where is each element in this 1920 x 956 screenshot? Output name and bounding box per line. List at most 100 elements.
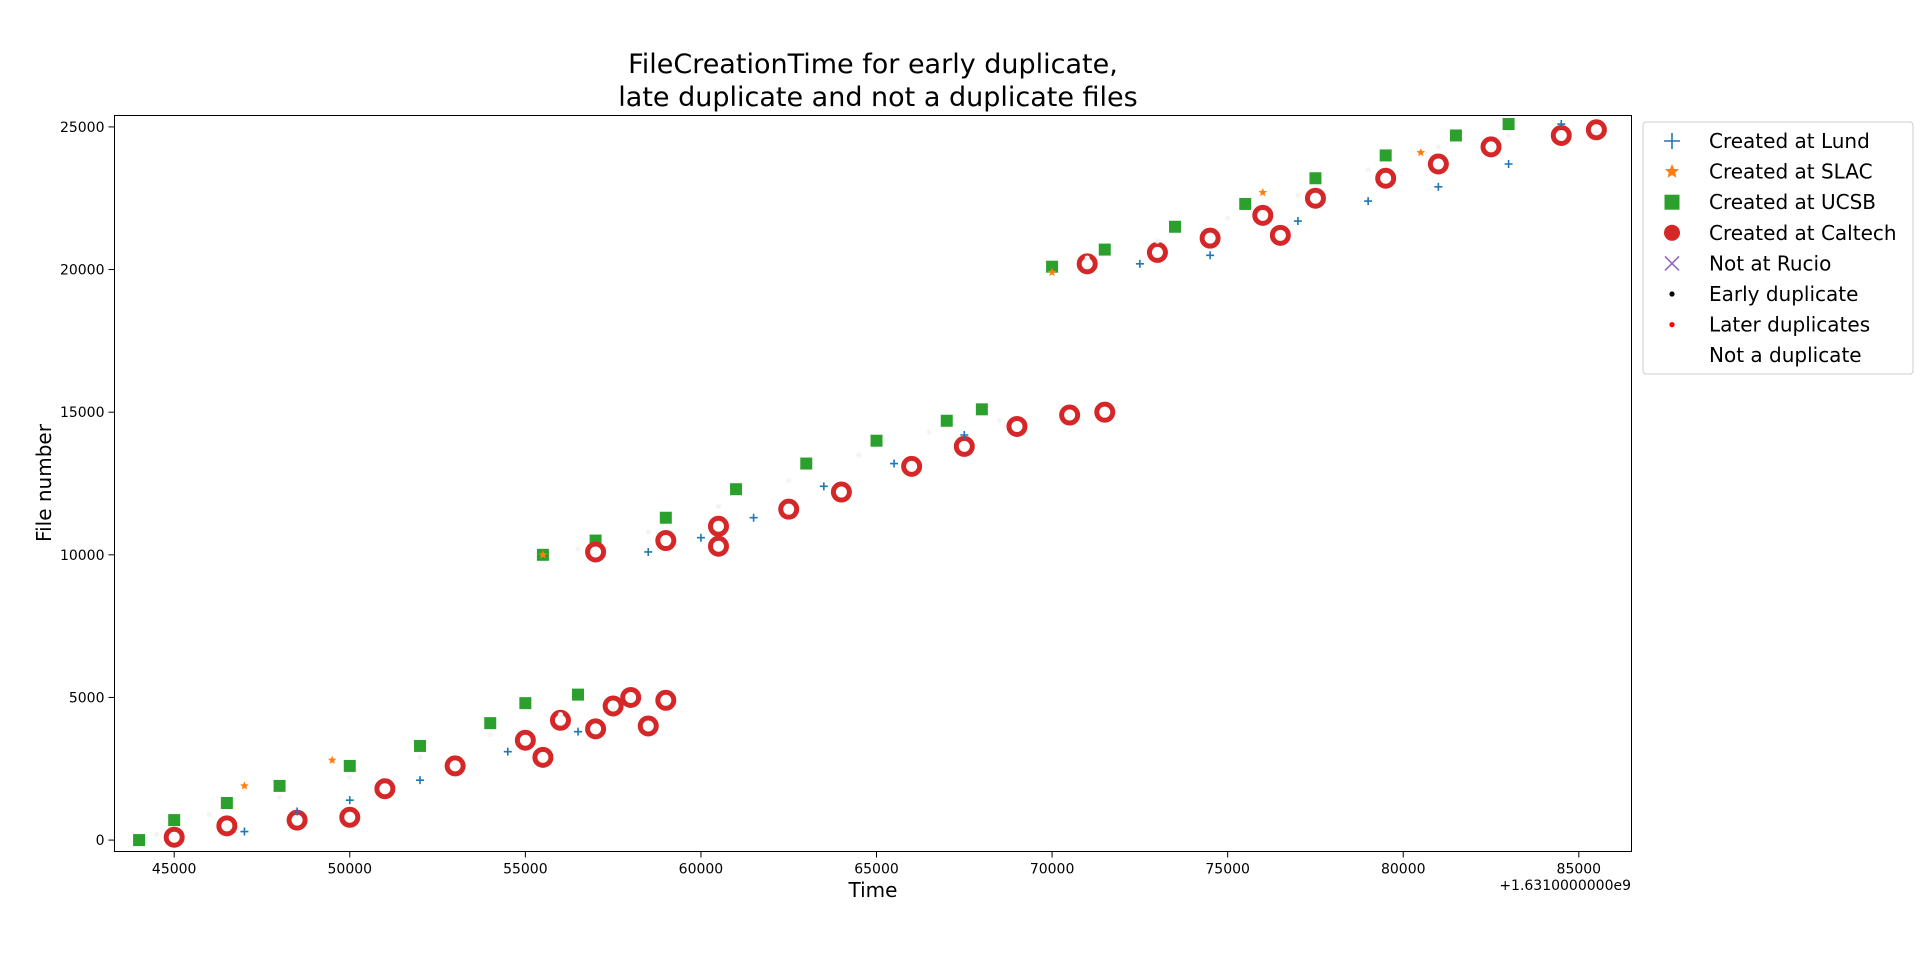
legend-entry: Later duplicates: [1669, 313, 1870, 337]
legend-marker: [1664, 255, 1680, 271]
data-point: [206, 811, 212, 818]
legend-frame: [1642, 121, 1914, 375]
data-point: [1225, 215, 1231, 221]
data-point: [830, 481, 852, 503]
data-point: [293, 807, 302, 816]
data-point: [1206, 251, 1215, 260]
x-axis-label: Time: [848, 878, 898, 902]
y-tick-label: 10000: [60, 548, 105, 564]
data-point: [890, 459, 899, 468]
series-not-a-duplicate: [154, 130, 1599, 837]
data-point: [220, 797, 233, 810]
data-point: [1135, 259, 1144, 268]
data-point: [343, 759, 356, 772]
x-axis: 45000 50000 55000 60000 65000 70000 75000 80000…: [152, 851, 1602, 878]
series-created-at-slac: [240, 148, 1426, 790]
chart-title-line1: FileCreationTime for early duplicate,: [628, 49, 1118, 80]
data-point: [778, 498, 800, 520]
x-tick-label: 65000: [854, 862, 899, 878]
data-point: [870, 434, 883, 447]
data-point: [163, 826, 185, 848]
legend-label: Created at Lund: [1709, 129, 1870, 153]
data-point: [953, 435, 975, 457]
data-point: [1199, 227, 1221, 249]
data-point: [1375, 167, 1397, 189]
legend-label: Not at Rucio: [1709, 251, 1831, 275]
data-point: [585, 718, 607, 740]
data-point: [1006, 415, 1028, 437]
data-point: [1434, 182, 1443, 191]
data-point: [1365, 167, 1371, 173]
y-tick-label: 0: [96, 833, 105, 849]
data-point: [273, 779, 286, 792]
data-point: [538, 550, 548, 559]
data-point: [1416, 148, 1426, 157]
data-point: [1094, 401, 1116, 423]
data-point: [1084, 255, 1090, 261]
x-tick-label: 80000: [1381, 862, 1426, 878]
legend-entry: Created at UCSB: [1664, 190, 1876, 214]
y-tick-label: 15000: [60, 405, 105, 421]
series-created-at-lund: [240, 120, 1566, 836]
data-point: [585, 541, 607, 563]
data-point: [1550, 124, 1572, 146]
data-point: [996, 418, 1003, 424]
x-tick-label: 85000: [1557, 862, 1602, 878]
data-point: [1098, 243, 1111, 256]
data-point: [574, 727, 583, 736]
data-point: [514, 729, 536, 751]
data-point: [1504, 159, 1513, 168]
data-point: [1502, 118, 1515, 131]
series-created-at-ucsb: [133, 118, 1515, 847]
legend-label: Created at UCSB: [1709, 190, 1876, 214]
data-point: [659, 511, 672, 524]
data-point: [610, 706, 616, 712]
data-point: [1427, 153, 1449, 175]
data-point: [1047, 267, 1057, 276]
data-point: [1480, 136, 1502, 158]
data-point: [484, 717, 497, 730]
y-tick-label: 25000: [60, 120, 105, 136]
x-tick-label: 60000: [679, 862, 724, 878]
data-point: [240, 827, 249, 836]
x-tick-label: 55000: [503, 862, 548, 878]
data-point: [503, 747, 512, 756]
data-point: [374, 778, 396, 800]
legend-marker: [1669, 322, 1675, 328]
chart-title-line2: late duplicate and not a duplicate files: [618, 82, 1137, 113]
data-point: [645, 529, 651, 535]
legend-entry: Created at Lund: [1664, 129, 1870, 153]
y-axis: 0 5000 10000 15000 20000 25000: [60, 120, 115, 849]
legend-label: Created at SLAC: [1709, 160, 1873, 184]
data-point: [819, 482, 828, 491]
legend-entry: Not at Rucio: [1664, 251, 1831, 275]
data-point: [1258, 188, 1268, 197]
data-point: [532, 746, 554, 768]
data-point: [696, 533, 705, 542]
series-created-at-caltech: [163, 119, 1607, 848]
data-point: [1269, 224, 1291, 246]
data-point: [1239, 197, 1252, 210]
data-point: [1585, 119, 1607, 141]
x-tick-label: 50000: [328, 862, 373, 878]
x-tick-label: 70000: [1030, 862, 1075, 878]
data-point: [519, 697, 532, 710]
data-point: [1168, 220, 1181, 233]
data-point: [327, 755, 337, 764]
data-point: [620, 686, 642, 708]
x-tick-label: 75000: [1205, 862, 1250, 878]
legend: Created at Lund Created at SLAC Created at…: [1642, 121, 1914, 375]
data-point: [786, 478, 792, 484]
data-point: [416, 776, 425, 785]
data-point: [557, 711, 564, 718]
legend-marker: [1664, 133, 1680, 149]
data-point: [1295, 192, 1301, 198]
data-point: [926, 429, 932, 435]
data-point: [575, 546, 581, 552]
legend-marker: [1664, 224, 1680, 241]
data-point: [1593, 130, 1599, 136]
data-point: [940, 414, 953, 427]
legend-label: Early duplicate: [1709, 282, 1858, 306]
plot-area-frame: [114, 115, 1632, 852]
